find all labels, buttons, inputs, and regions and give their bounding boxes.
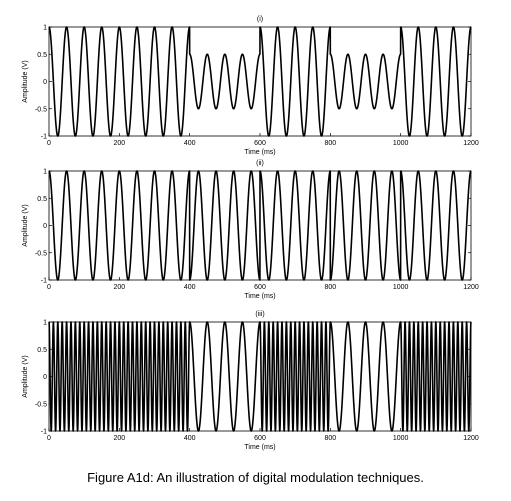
panel-title: (iii) (255, 311, 264, 318)
y-tick-label: 1 (43, 320, 47, 327)
x-tick-label: 800 (324, 140, 336, 147)
y-tick-label: 0.5 (37, 347, 47, 354)
y-axis-label: Amplitude (V) (22, 355, 29, 397)
x-tick-label: 1200 (463, 435, 479, 442)
y-tick-label: -0.5 (35, 250, 47, 257)
y-tick-label: -1 (41, 134, 47, 141)
x-tick-label: 1200 (463, 140, 479, 147)
figure-caption: Figure A1d: An illustration of digital m… (87, 470, 424, 485)
x-tick-label: 1000 (393, 435, 409, 442)
x-tick-label: 800 (324, 284, 336, 291)
x-tick-label: 600 (254, 284, 266, 291)
y-tick-label: 0 (43, 223, 47, 230)
x-tick-label: 600 (254, 435, 266, 442)
y-tick-label: 1 (43, 169, 47, 176)
y-tick-label: 0 (43, 374, 47, 381)
x-tick-label: 0 (47, 435, 51, 442)
y-tick-label: 0 (43, 79, 47, 86)
x-tick-label: 800 (324, 435, 336, 442)
x-tick-label: 200 (113, 284, 125, 291)
y-tick-label: 0.5 (37, 196, 47, 203)
signal-line-2 (48, 170, 472, 281)
x-tick-label: 1000 (393, 140, 409, 147)
y-tick-label: -1 (41, 278, 47, 285)
y-tick-label: -0.5 (35, 401, 47, 408)
x-tick-label: 1000 (393, 284, 409, 291)
x-tick-label: 600 (254, 140, 266, 147)
y-tick-label: 0.5 (37, 52, 47, 59)
x-axis-label: Time (ms) (244, 444, 275, 451)
y-axis-label: Amplitude (V) (22, 60, 29, 102)
x-axis-label: Time (ms) (244, 293, 275, 300)
y-tick-label: 1 (43, 25, 47, 32)
x-tick-label: 200 (113, 140, 125, 147)
y-tick-label: -1 (41, 429, 47, 436)
y-axis-label: Amplitude (V) (22, 204, 29, 246)
x-tick-label: 1200 (463, 284, 479, 291)
x-tick-label: 200 (113, 435, 125, 442)
x-axis-label: Time (ms) (244, 149, 275, 156)
panel-title: (ii) (256, 160, 264, 167)
x-tick-label: 400 (184, 435, 196, 442)
x-tick-label: 400 (184, 284, 196, 291)
signal-line-3 (48, 321, 472, 432)
signal-line-1 (48, 26, 472, 137)
panel-title: (i) (257, 16, 263, 23)
x-tick-label: 0 (47, 284, 51, 291)
y-tick-label: -0.5 (35, 106, 47, 113)
x-tick-label: 0 (47, 140, 51, 147)
x-tick-label: 400 (184, 140, 196, 147)
